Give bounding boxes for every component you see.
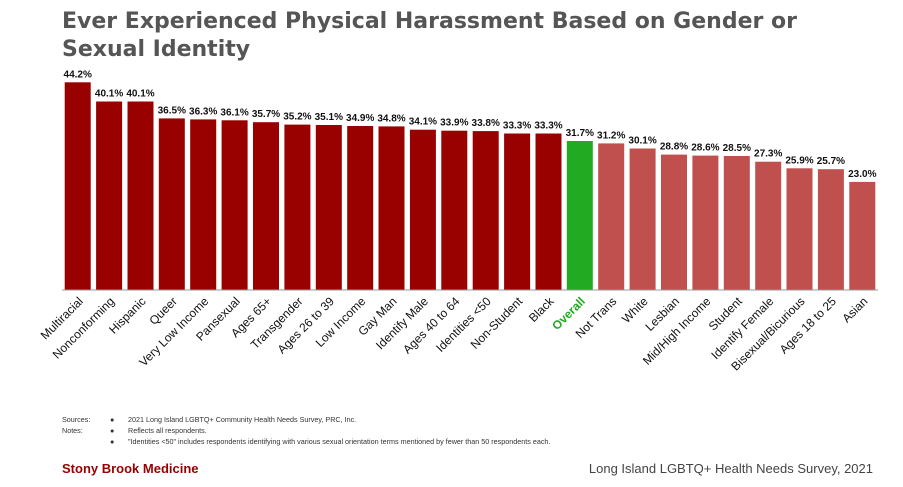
value-label-15: 33.3% [534, 121, 562, 132]
bullet-icon: ● [110, 437, 115, 446]
chart-title: Ever Experienced Physical Harassment Bas… [62, 9, 797, 62]
value-label-10: 34.8% [377, 113, 405, 124]
bar-7 [284, 124, 311, 290]
bar-16 [566, 141, 593, 290]
bar-9 [347, 126, 374, 290]
value-label-18: 30.1% [628, 136, 656, 147]
survey-name: Long Island LGBTQ+ Health Needs Survey, … [588, 461, 873, 476]
bar-chart: 44.2%Multiracial40.1%Nonconforming40.1%H… [38, 69, 878, 373]
bar-24 [817, 169, 844, 290]
value-label-24: 25.7% [817, 156, 845, 167]
value-label-6: 35.7% [252, 109, 280, 120]
value-label-5: 36.1% [220, 107, 248, 118]
bar-18 [629, 148, 656, 290]
source-row: Sources: ● 2021 Long Island LGBTQ+ Commu… [62, 414, 550, 425]
value-label-17: 31.2% [597, 130, 625, 141]
bar-8 [315, 125, 342, 290]
value-label-3: 36.5% [158, 105, 186, 116]
value-label-8: 35.1% [315, 112, 343, 123]
bar-4 [190, 119, 217, 291]
note-row-1: Notes: ● Reflects all respondents. [62, 425, 550, 436]
bar-11 [409, 129, 436, 290]
bar-19 [661, 154, 687, 290]
bar-22 [755, 161, 782, 290]
value-label-16: 31.7% [566, 128, 594, 139]
bar-25 [849, 181, 876, 290]
note-text-1: Reflects all respondents. [128, 426, 207, 435]
value-label-13: 33.8% [472, 118, 500, 129]
note-text-2: "Identities <50" includes respondents id… [128, 437, 551, 446]
value-label-21: 28.5% [723, 143, 751, 154]
bar-17 [598, 143, 625, 290]
brand-logo-text: Stony Brook Medicine [62, 461, 199, 476]
sources-label: Sources: [62, 415, 91, 424]
value-label-4: 36.3% [189, 106, 217, 117]
bar-12 [441, 130, 468, 290]
footnotes: Sources: ● 2021 Long Island LGBTQ+ Commu… [62, 414, 550, 447]
bar-3 [158, 118, 185, 291]
bar-20 [692, 155, 719, 290]
value-label-14: 33.3% [503, 121, 531, 132]
value-label-11: 34.1% [409, 117, 437, 128]
value-label-1: 40.1% [95, 89, 123, 100]
bar-0 [64, 82, 91, 290]
bar-21 [723, 156, 750, 290]
notes-label: Notes: [62, 426, 83, 435]
bar-13 [472, 131, 499, 290]
bar-6 [253, 122, 279, 290]
bar-10 [378, 126, 405, 291]
bar-14 [504, 133, 531, 290]
notes-spacer [62, 436, 110, 447]
value-label-12: 33.9% [440, 118, 468, 129]
value-label-2: 40.1% [126, 89, 154, 100]
bar-23 [786, 168, 813, 290]
note-row-2: ● "Identities <50" includes respondents … [62, 436, 550, 447]
bullet-icon: ● [110, 426, 115, 435]
value-label-22: 27.3% [754, 149, 782, 160]
value-label-0: 44.2% [64, 69, 92, 80]
bar-5 [221, 120, 248, 290]
bar-1 [96, 101, 123, 290]
bar-2 [127, 101, 154, 290]
value-label-19: 28.8% [660, 142, 688, 153]
source-text: 2021 Long Island LGBTQ+ Community Health… [128, 415, 357, 424]
bullet-icon: ● [110, 415, 115, 424]
bar-15 [535, 133, 562, 290]
value-label-25: 23.0% [848, 169, 876, 180]
value-label-7: 35.2% [283, 112, 311, 123]
value-label-20: 28.6% [691, 143, 719, 154]
category-label-25: Asian [839, 294, 870, 325]
value-label-23: 25.9% [785, 155, 813, 166]
value-label-9: 34.9% [346, 113, 374, 124]
